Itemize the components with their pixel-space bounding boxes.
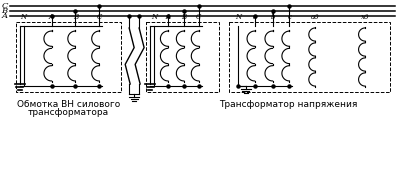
Text: B: B (181, 13, 187, 21)
Text: xд: xд (361, 13, 370, 21)
Text: c: c (288, 13, 291, 21)
Text: трансформатора: трансформатора (28, 108, 109, 117)
Text: a: a (253, 13, 257, 21)
Text: N: N (21, 13, 27, 21)
Text: C: C (1, 2, 8, 10)
Text: N: N (151, 13, 157, 21)
Text: Трансформатор напряжения: Трансформатор напряжения (219, 100, 357, 109)
Text: b: b (270, 13, 275, 21)
Text: aд: aд (311, 13, 320, 21)
Text: A: A (49, 13, 54, 21)
Text: Обмотка ВН силового: Обмотка ВН силового (17, 100, 120, 109)
Text: B: B (73, 13, 78, 21)
Text: C: C (196, 13, 202, 21)
Text: B: B (2, 7, 8, 15)
Text: C: C (97, 13, 102, 21)
Text: N: N (235, 13, 241, 21)
Text: A: A (2, 12, 8, 20)
Text: A: A (166, 13, 170, 21)
